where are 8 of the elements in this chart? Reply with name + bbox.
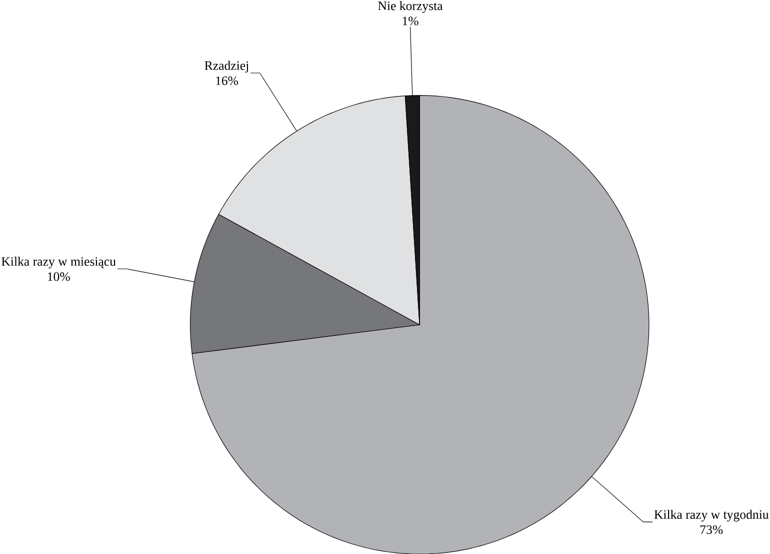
slice-label: Kilka razy w tygodniu xyxy=(654,510,769,522)
data-label: 73% xyxy=(700,525,723,534)
data-label: 1% xyxy=(402,16,418,26)
slice-label: Kilka razy w miesiącu xyxy=(2,256,116,268)
slice-label: Rzadziej xyxy=(204,60,248,72)
slice-label: Nie korzysta xyxy=(378,0,443,13)
data-label: 10% xyxy=(48,272,70,281)
data-label: 16% xyxy=(216,76,238,85)
